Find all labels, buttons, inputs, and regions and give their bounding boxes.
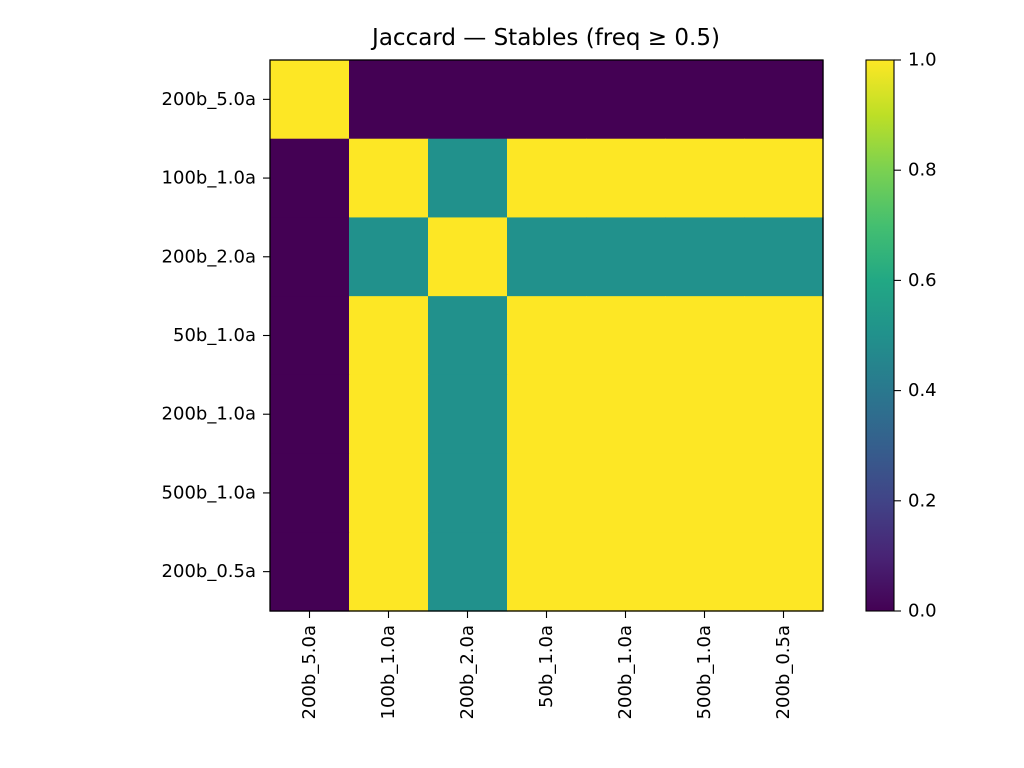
heatmap-cell	[349, 60, 429, 140]
heatmap-cell	[349, 296, 429, 376]
heatmap-cell	[270, 60, 350, 140]
heatmap-cell	[744, 453, 824, 533]
heatmap-cell	[507, 138, 587, 219]
heatmap-cell	[507, 296, 587, 376]
heatmap-cell	[665, 138, 745, 219]
heatmap-cell	[744, 296, 824, 376]
heatmap-cell	[349, 138, 429, 219]
heatmap-cell	[507, 217, 587, 297]
heatmap-cell	[665, 217, 745, 297]
chart-title: Jaccard — Stables (freq ≥ 0.5)	[370, 25, 720, 51]
colorbar-tick-label: 0.8	[908, 160, 937, 181]
heatmap-cell	[428, 60, 508, 140]
heatmap-cell	[349, 374, 429, 455]
heatmap-cell	[586, 60, 666, 140]
heatmap-cell	[665, 532, 745, 612]
x-tick-label: 200b_2.0a	[457, 625, 478, 719]
heatmap-cell	[744, 60, 824, 140]
heatmap-cell	[349, 453, 429, 533]
x-tick-label: 200b_1.0a	[615, 625, 636, 719]
heatmap-cell	[586, 296, 666, 376]
y-tick-label: 100b_1.0a	[162, 168, 256, 189]
x-tick-label: 200b_0.5a	[773, 625, 794, 719]
y-tick-label: 200b_1.0a	[162, 404, 256, 425]
colorbar-tick-label: 0.0	[908, 601, 937, 622]
y-tick-label: 200b_5.0a	[162, 89, 256, 110]
heatmap-cell	[270, 217, 350, 297]
x-tick-label: 500b_1.0a	[694, 625, 715, 719]
colorbar-tick-label: 0.2	[908, 490, 937, 511]
heatmap-cell	[428, 138, 508, 219]
heatmap-cell	[270, 532, 350, 612]
heatmap-cell	[507, 532, 587, 612]
heatmap-cell	[349, 532, 429, 612]
heatmap-cell	[428, 532, 508, 612]
heatmap-cell	[586, 217, 666, 297]
y-tick-label: 200b_0.5a	[162, 561, 256, 582]
heatmap-cell	[586, 532, 666, 612]
axis-ticks: 200b_5.0a 100b_1.0a 200b_2.0a 50b_1.0a 200b_…	[162, 89, 794, 720]
heatmap-cell	[428, 374, 508, 455]
heatmap-cell	[507, 374, 587, 455]
heatmap-cell	[744, 217, 824, 297]
heatmap-cell	[270, 374, 350, 455]
heatmap-cell	[428, 453, 508, 533]
heatmap-cell	[586, 453, 666, 533]
heatmap-cell	[665, 453, 745, 533]
colorbar-gradient	[866, 60, 894, 611]
heatmap-cell	[349, 217, 429, 297]
heatmap-cell	[270, 296, 350, 376]
heatmap-cell	[665, 296, 745, 376]
colorbar-frame	[865, 59, 895, 612]
colorbar-tick-label: 1.0	[908, 50, 937, 71]
colorbar-tick-label: 0.4	[908, 380, 937, 401]
heatmap-cell	[744, 138, 824, 219]
heatmap-cell	[507, 453, 587, 533]
x-tick-label: 100b_1.0a	[378, 625, 399, 719]
heatmap-cells	[270, 60, 824, 612]
heatmap-cell	[665, 374, 745, 455]
heatmap-cell	[744, 374, 824, 455]
heatmap-cell	[507, 60, 587, 140]
heatmap-cell	[270, 453, 350, 533]
heatmap-cell	[428, 296, 508, 376]
x-tick-label: 200b_5.0a	[299, 625, 320, 719]
heatmap-cell	[744, 532, 824, 612]
colorbar: 0.0 0.2 0.4 0.6 0.8 1.0	[865, 50, 937, 622]
heatmap-cell	[586, 374, 666, 455]
colorbar-tick-label: 0.6	[908, 270, 937, 291]
y-tick-label: 50b_1.0a	[173, 325, 256, 346]
heatmap-cell	[270, 138, 350, 219]
heatmap-cell	[586, 138, 666, 219]
heatmap-cell	[665, 60, 745, 140]
y-tick-label: 200b_2.0a	[162, 246, 256, 267]
y-tick-label: 500b_1.0a	[162, 482, 256, 503]
heatmap-cell	[428, 217, 508, 297]
x-tick-label: 50b_1.0a	[536, 625, 557, 708]
